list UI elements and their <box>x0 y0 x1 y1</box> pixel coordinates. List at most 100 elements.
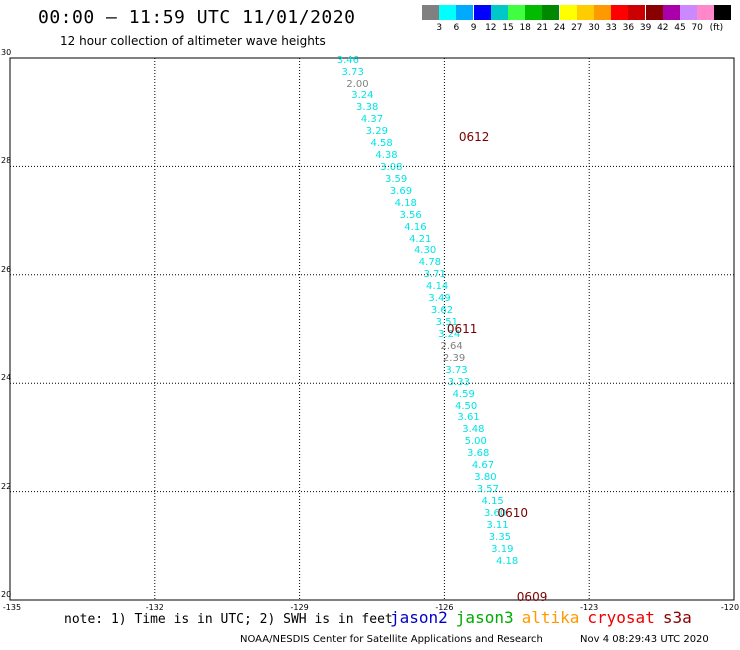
longitude-tick-label: -132 <box>145 603 164 612</box>
color-scale-label: 36 <box>622 23 635 33</box>
longitude-tick-label: -123 <box>580 603 599 612</box>
color-swatch <box>508 5 525 20</box>
latitude-tick-label: 30 <box>1 48 12 57</box>
wave-height-value: 3.68 <box>467 448 490 460</box>
wave-height-value: 3.48 <box>462 424 485 436</box>
color-scale-label: 30 <box>588 23 600 33</box>
color-scale-label: 33 <box>605 23 617 33</box>
credit-line: NOAA/NESDIS Center for Satellite Applica… <box>240 634 543 645</box>
wave-height-value: 3.46 <box>336 54 359 66</box>
latitude-tick-label: 20 <box>1 590 12 599</box>
color-swatch <box>473 5 491 20</box>
wave-height-value: 3.35 <box>488 531 512 543</box>
wave-height-value: 3.59 <box>384 173 408 185</box>
page-title: 00:00 – 11:59 UTC 11/01/2020 <box>38 7 356 28</box>
color-swatch <box>645 5 663 20</box>
wave-height-value: 4.21 <box>409 233 432 245</box>
wave-height-value: 4.16 <box>404 221 427 233</box>
color-swatch <box>662 5 680 20</box>
color-swatch <box>611 5 629 20</box>
color-scale-label: (ft) <box>709 23 724 33</box>
wave-height-value: 4.18 <box>394 197 417 209</box>
wave-height-value: 4.59 <box>452 388 475 400</box>
footnote: note: 1) Time is in UTC; 2) SWH is in fe… <box>64 612 393 627</box>
color-scale-label: 3 <box>436 23 443 33</box>
pass-time-label: 0612 <box>458 129 490 144</box>
color-scale-label: 39 <box>639 23 652 33</box>
page-subtitle: 12 hour collection of altimeter wave hei… <box>60 34 326 48</box>
wave-height-value: 3.24 <box>438 328 461 340</box>
longitude-tick-label: -120 <box>720 603 740 612</box>
color-swatch <box>697 5 715 20</box>
generated-timestamp: Nov 4 08:29:43 UTC 2020 <box>580 634 709 645</box>
wave-height-value: 4.15 <box>481 495 504 507</box>
wave-height-value: 3.60 <box>483 507 507 519</box>
wave-height-value: 3.80 <box>474 472 497 484</box>
longitude-tick-label: -129 <box>290 603 309 612</box>
pass-time-label: 0609 <box>516 590 548 605</box>
wave-height-value: 3.73 <box>445 364 468 376</box>
wave-height-value: 2.00 <box>346 78 369 90</box>
wave-height-value: 3.29 <box>365 126 388 138</box>
wave-height-value: 3.51 <box>435 317 458 329</box>
wave-height-value: 4.14 <box>426 281 449 293</box>
color-swatch <box>680 5 697 20</box>
wave-height-value: 4.30 <box>413 245 437 257</box>
wave-height-value: 2.64 <box>440 340 463 352</box>
plot-border <box>9 57 735 601</box>
color-swatch <box>456 5 474 20</box>
color-scale-label: 24 <box>553 23 566 33</box>
color-swatch <box>542 5 560 20</box>
wave-height-value: 3.08 <box>380 162 403 174</box>
wave-height-value: 3.73 <box>341 66 364 78</box>
wave-height-value: 3.56 <box>399 209 422 221</box>
satellite-legend-item: altika <box>521 608 580 627</box>
wave-height-value: 3.69 <box>389 185 413 197</box>
color-scale-label: 42 <box>657 23 669 33</box>
wave-height-value: 3.49 <box>428 293 451 305</box>
color-scale-label: 27 <box>571 23 583 33</box>
wave-height-value: 3.11 <box>486 519 509 531</box>
color-swatch <box>714 5 732 20</box>
wave-height-value: 4.50 <box>454 400 478 412</box>
color-swatch <box>576 5 594 20</box>
color-swatch <box>490 5 508 20</box>
wave-height-value: 5.00 <box>464 436 487 448</box>
wave-height-value: 3.19 <box>491 543 514 555</box>
wave-height-value: 4.18 <box>496 555 519 567</box>
wave-height-value: 3.38 <box>356 102 379 114</box>
pass-time-label: 0611 <box>446 322 478 336</box>
wave-height-value: 3.62 <box>430 305 454 317</box>
color-swatch <box>422 5 439 20</box>
satellite-legend-item: cryosat <box>587 608 655 627</box>
satellite-legend-item: jason3 <box>455 608 514 627</box>
wave-height-value: 3.24 <box>351 90 374 102</box>
satellite-legend-item: s3a <box>662 608 692 627</box>
color-scale-label: 12 <box>485 23 497 33</box>
wave-height-value: 2.39 <box>442 352 466 364</box>
satellite-legend-item: jason2 <box>390 608 448 627</box>
color-swatch <box>628 5 646 20</box>
wave-height-value: 4.58 <box>370 138 393 150</box>
wave-height-value: 3.57 <box>476 483 499 495</box>
wave-height-value: 3.33 <box>447 376 471 388</box>
color-swatch <box>559 5 577 20</box>
latitude-tick-label: 28 <box>1 156 12 166</box>
wave-height-value: 3.71 <box>423 269 446 281</box>
color-swatch <box>439 5 457 20</box>
wave-height-value: 4.67 <box>471 460 495 472</box>
satellite-legend: jason2 jason3 altika cryosat s3a <box>390 608 700 627</box>
latitude-tick-label: 24 <box>1 373 12 383</box>
color-scale-label: 18 <box>519 23 531 33</box>
color-scale-label: 15 <box>502 23 514 33</box>
color-scale-label: 6 <box>453 23 460 33</box>
wave-height-value: 4.78 <box>418 257 442 269</box>
color-scale-label: 70 <box>691 23 703 33</box>
pass-time-label: 0610 <box>497 506 529 521</box>
latitude-tick-label: 22 <box>1 481 12 491</box>
color-scale-label: 21 <box>536 23 549 33</box>
latitude-tick-label: 26 <box>1 264 12 274</box>
wave-height-value: 4.38 <box>375 150 398 162</box>
